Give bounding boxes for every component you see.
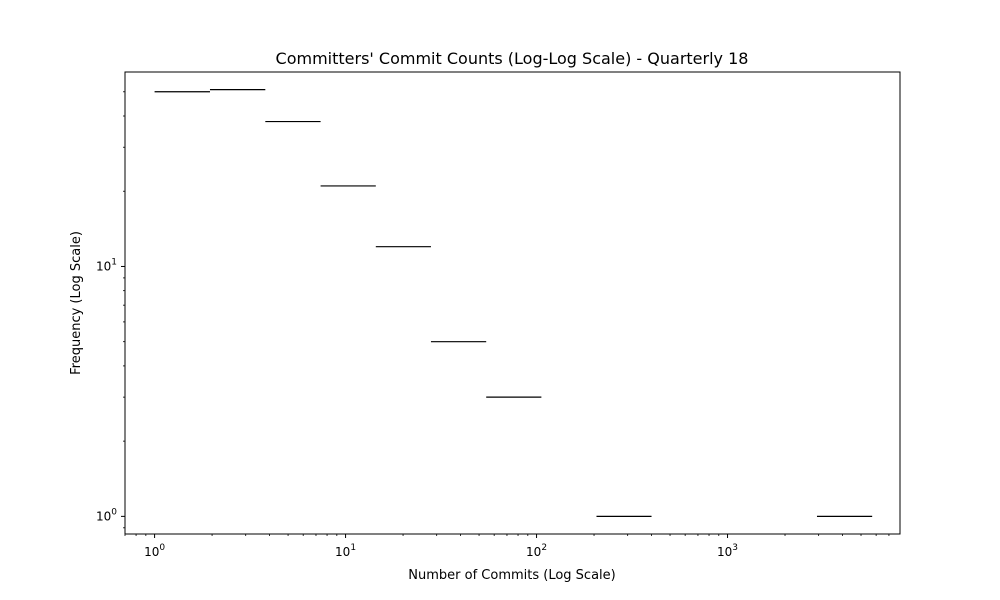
bins-group bbox=[154, 89, 873, 517]
x-tick-label-2: 102 bbox=[526, 543, 547, 559]
x-tick-label-0: 100 bbox=[144, 543, 165, 559]
x-axis-label: Number of Commits (Log Scale) bbox=[408, 568, 615, 583]
plot-area bbox=[124, 71, 901, 535]
x-axis: 100 101 102 103 bbox=[124, 534, 890, 559]
y-tick-label-0: 100 bbox=[96, 507, 117, 523]
x-tick-label-3: 103 bbox=[717, 543, 738, 559]
x-tick-label-1: 101 bbox=[335, 543, 356, 559]
y-axis: 100 101 bbox=[96, 91, 125, 529]
y-tick-label-1: 101 bbox=[96, 257, 117, 273]
y-axis-label: Frequency (Log Scale) bbox=[69, 231, 84, 375]
chart-title: Committers' Commit Counts (Log-Log Scale… bbox=[276, 49, 749, 68]
